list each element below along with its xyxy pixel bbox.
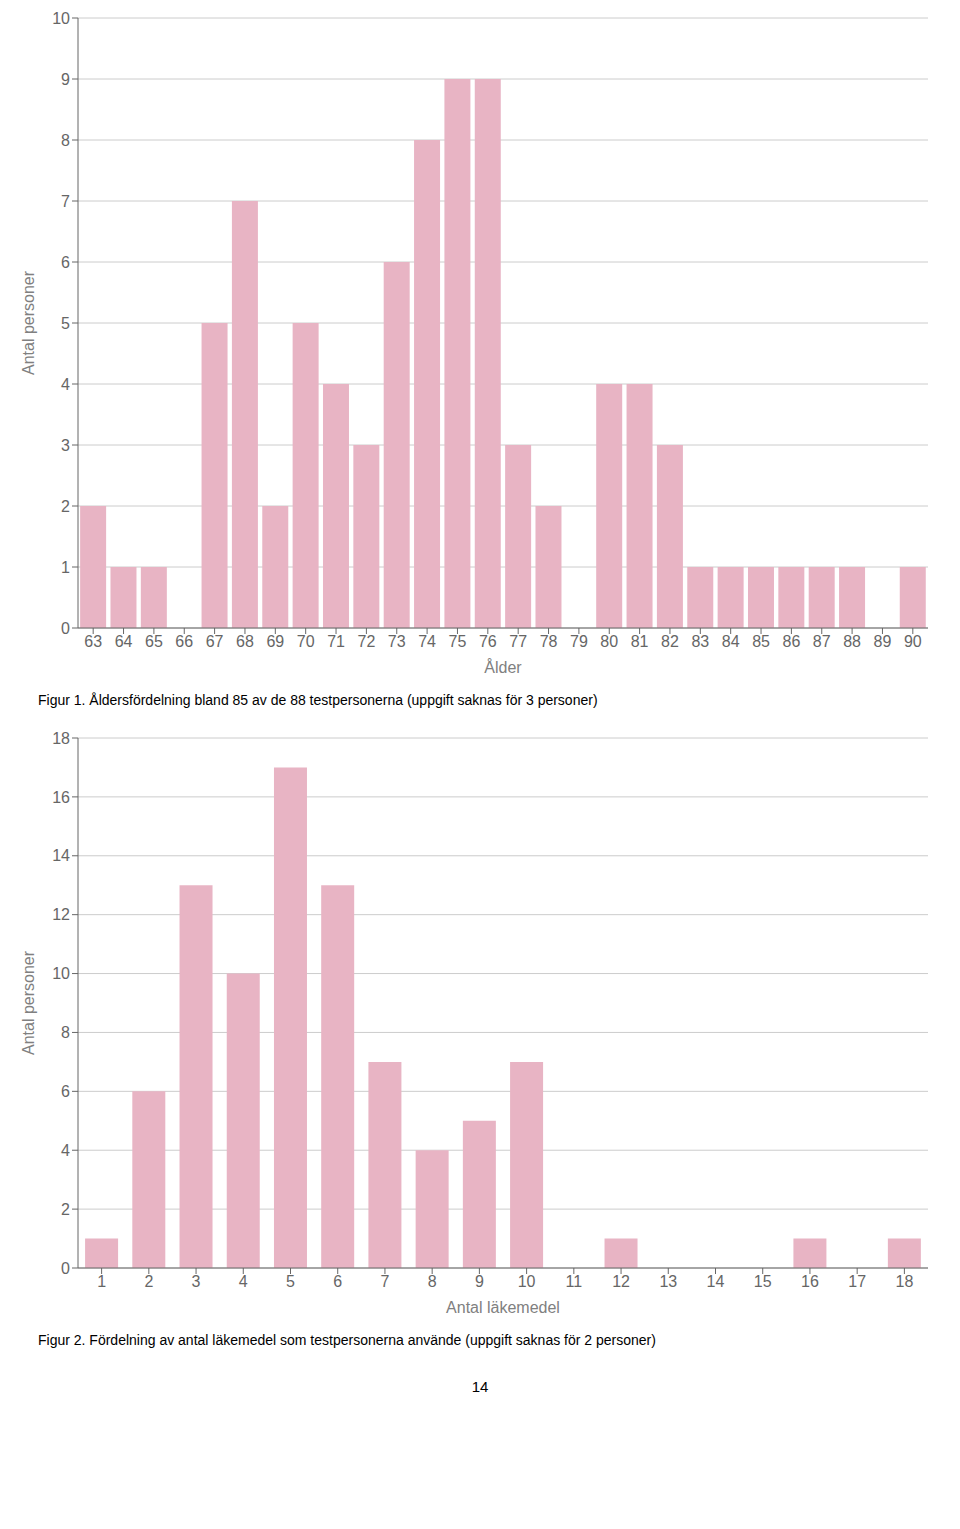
svg-text:14: 14 [52,847,70,864]
svg-text:10: 10 [52,10,70,27]
svg-text:16: 16 [52,789,70,806]
svg-text:18: 18 [52,730,70,747]
svg-text:2: 2 [61,498,70,515]
svg-text:65: 65 [145,633,163,650]
svg-text:10: 10 [52,965,70,982]
html-text:14: 14 [471,1378,489,1395]
svg-text:2: 2 [144,1273,153,1290]
svg-text:90: 90 [904,633,922,650]
svg-text:78: 78 [540,633,558,650]
svg-text:12: 12 [612,1273,630,1290]
svg-text:72: 72 [357,633,375,650]
svg-text:5: 5 [286,1273,295,1290]
svg-text:89: 89 [874,633,892,650]
svg-text:70: 70 [297,633,315,650]
html-text:Figur 2. Fördelning av antal l: Figur 2. Fördelning av antal läkemedel s… [38,1332,656,1348]
html-text:Figur 1. Åldersfördelning blan: Figur 1. Åldersfördelning bland 85 av de… [38,692,598,708]
svg-text:Ålder: Ålder [484,658,522,676]
svg-text:67: 67 [206,633,224,650]
svg-text:10: 10 [518,1273,536,1290]
svg-text:1: 1 [61,559,70,576]
svg-text:18: 18 [895,1273,913,1290]
svg-text:4: 4 [61,376,70,393]
svg-text:73: 73 [388,633,406,650]
svg-text:74: 74 [418,633,436,650]
svg-text:13: 13 [659,1273,677,1290]
svg-text:8: 8 [61,1024,70,1041]
svg-text:Antal personer: Antal personer [20,950,37,1055]
svg-text:5: 5 [61,315,70,332]
svg-text:82: 82 [661,633,679,650]
svg-text:8: 8 [61,132,70,149]
svg-text:64: 64 [115,633,133,650]
svg-text:17: 17 [848,1273,866,1290]
svg-text:88: 88 [843,633,861,650]
svg-text:7: 7 [380,1273,389,1290]
svg-text:1: 1 [97,1273,106,1290]
svg-text:76: 76 [479,633,497,650]
svg-text:75: 75 [449,633,467,650]
svg-text:11: 11 [566,1273,583,1290]
svg-text:71: 71 [327,633,345,650]
svg-text:12: 12 [52,906,70,923]
svg-text:0: 0 [61,620,70,637]
svg-text:15: 15 [754,1273,772,1290]
svg-text:85: 85 [752,633,770,650]
svg-text:68: 68 [236,633,254,650]
svg-text:3: 3 [192,1273,201,1290]
svg-text:6: 6 [333,1273,342,1290]
svg-text:69: 69 [266,633,284,650]
svg-text:9: 9 [61,71,70,88]
svg-text:Antal läkemedel: Antal läkemedel [446,1299,560,1316]
svg-text:6: 6 [61,254,70,271]
svg-text:81: 81 [631,633,649,650]
svg-text:63: 63 [84,633,102,650]
svg-text:77: 77 [509,633,527,650]
svg-text:87: 87 [813,633,831,650]
svg-text:4: 4 [239,1273,248,1290]
svg-text:3: 3 [61,437,70,454]
svg-text:7: 7 [61,193,70,210]
svg-text:0: 0 [61,1260,70,1277]
svg-text:16: 16 [801,1273,819,1290]
svg-text:66: 66 [175,633,193,650]
svg-text:86: 86 [782,633,800,650]
svg-text:Antal personer: Antal personer [20,270,37,375]
svg-text:79: 79 [570,633,588,650]
svg-text:8: 8 [428,1273,437,1290]
svg-text:6: 6 [61,1083,70,1100]
svg-text:84: 84 [722,633,740,650]
svg-text:80: 80 [600,633,618,650]
svg-text:2: 2 [61,1201,70,1218]
svg-text:9: 9 [475,1273,484,1290]
svg-text:14: 14 [707,1273,725,1290]
svg-text:83: 83 [691,633,709,650]
svg-text:4: 4 [61,1142,70,1159]
